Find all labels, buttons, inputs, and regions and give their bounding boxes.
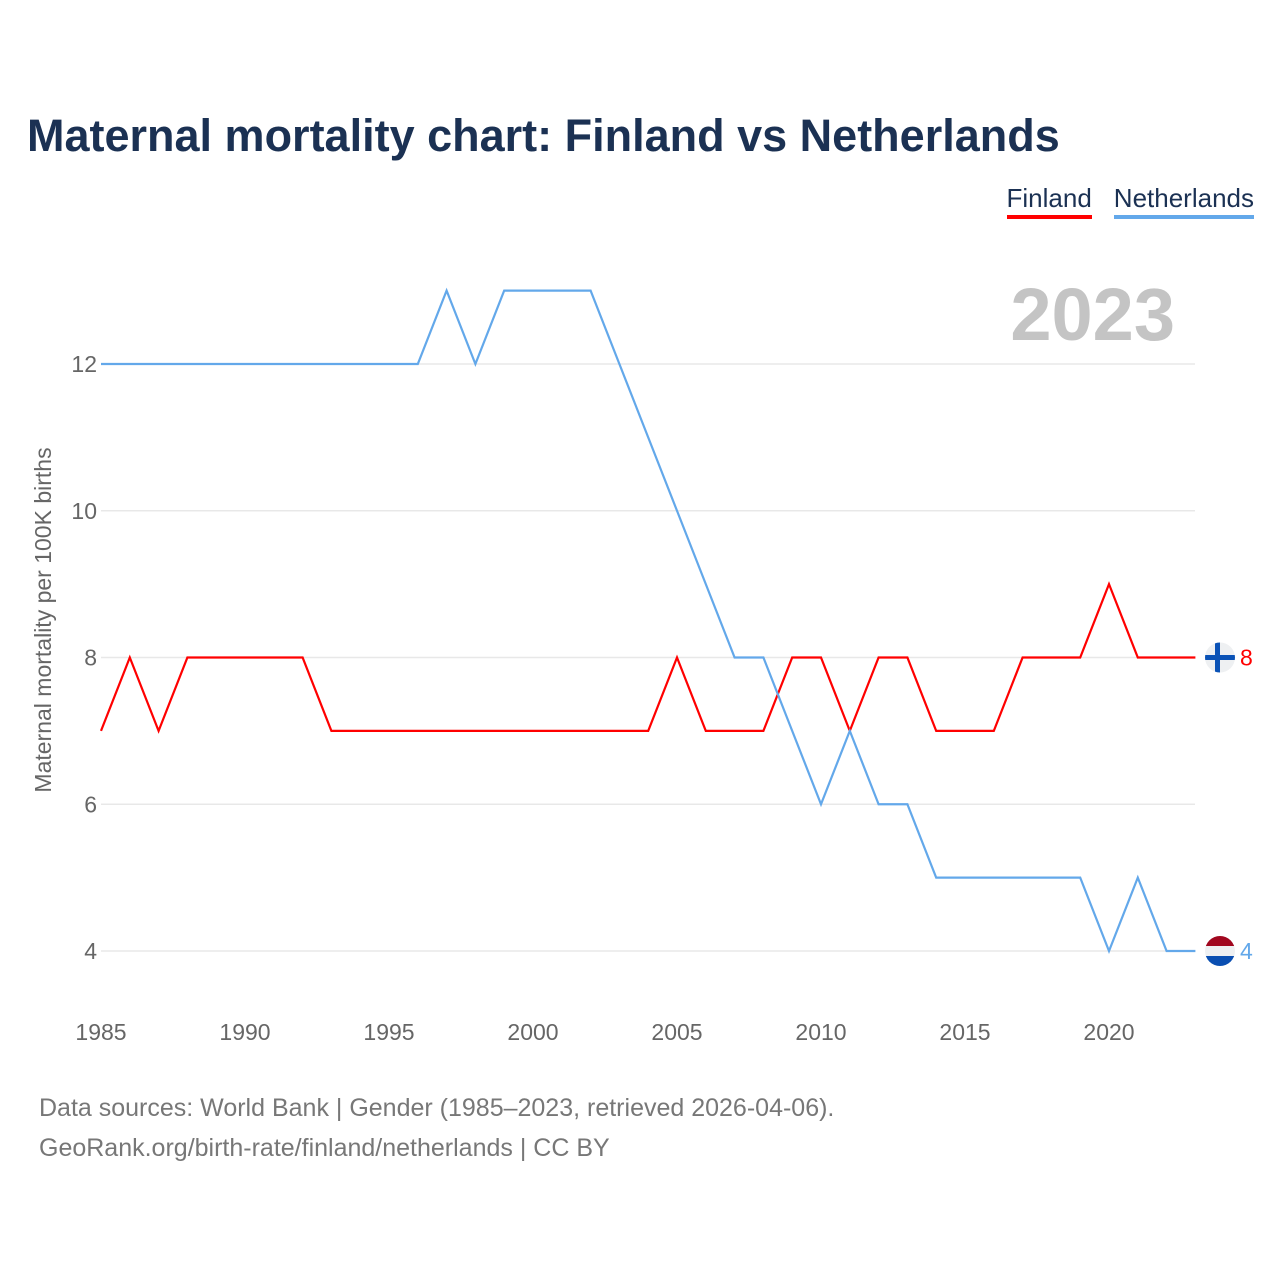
legend-item-finland[interactable]: Finland <box>1006 183 1092 219</box>
y-tick-label: 6 <box>84 791 97 817</box>
y-tick-label: 4 <box>84 938 97 964</box>
source-line-2: GeoRank.org/birth-rate/finland/netherlan… <box>39 1134 610 1162</box>
chart-title: Maternal mortality chart: Finland vs Net… <box>27 110 1060 161</box>
y-tick-label: 12 <box>71 351 97 377</box>
y-tick-label: 8 <box>84 645 97 671</box>
x-tick-label: 2005 <box>651 1019 702 1045</box>
year-watermark: 2023 <box>1010 273 1175 356</box>
y-axis-label: Maternal mortality per 100K births <box>30 447 56 792</box>
x-tick-label: 2020 <box>1083 1019 1134 1045</box>
y-tick-label: 10 <box>71 498 97 524</box>
x-tick-label: 1985 <box>75 1019 126 1045</box>
x-tick-label: 1995 <box>363 1019 414 1045</box>
source-note: Data sources: World Bank | Gender (1985–… <box>39 1088 834 1168</box>
x-tick-label: 2010 <box>795 1019 846 1045</box>
end-value-label: 8 <box>1240 645 1253 671</box>
series-line-finland <box>99 581 1196 734</box>
finland-flag-icon <box>1205 642 1235 673</box>
end-value-label: 4 <box>1240 938 1253 964</box>
x-tick-label: 1990 <box>219 1019 270 1045</box>
source-line-1: Data sources: World Bank | Gender (1985–… <box>39 1094 835 1122</box>
x-tick-label: 2015 <box>939 1019 990 1045</box>
netherlands-flag-icon <box>1205 936 1235 966</box>
x-tick-label: 2000 <box>507 1019 558 1045</box>
series-line-netherlands <box>101 287 1196 955</box>
legend: Finland Netherlands <box>1006 183 1254 219</box>
legend-item-netherlands[interactable]: Netherlands <box>1113 183 1254 219</box>
